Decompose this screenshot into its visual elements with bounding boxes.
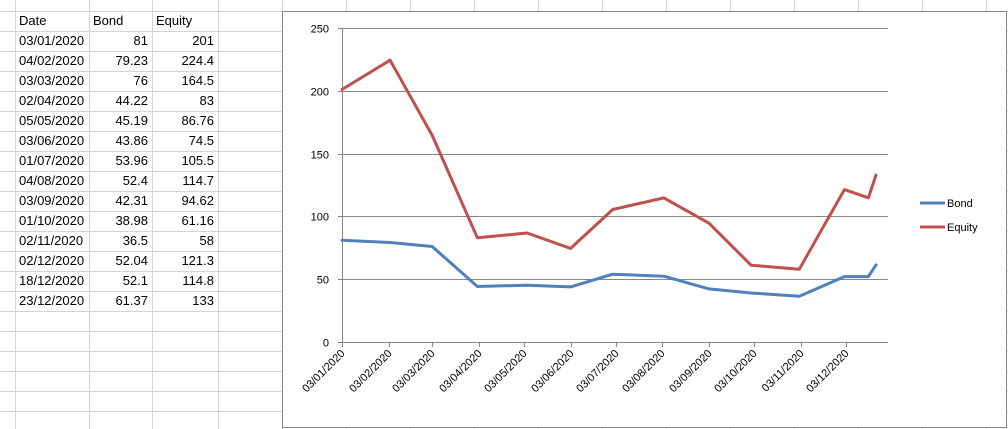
y-tick-label: 200: [311, 87, 329, 99]
y-tick-label: 150: [311, 150, 329, 162]
table-cell[interactable]: 114.7: [182, 173, 214, 188]
x-tick-label: 03/10/2020: [712, 348, 759, 395]
chart-area[interactable]: 0 50 100 150 200 250 03/01/2020 03/02/2020 03/03…: [282, 11, 1007, 428]
table-cell[interactable]: 03/06/2020: [19, 133, 85, 148]
table-cell[interactable]: 79.23: [115, 53, 148, 68]
y-tick-label: 0: [323, 338, 329, 350]
x-tick-label: 03/03/2020: [390, 348, 437, 395]
x-tick-label: 03/04/2020: [437, 348, 484, 395]
column-header[interactable]: Date: [19, 13, 47, 28]
series-line-equity: [340, 58, 878, 271]
column-header[interactable]: Equity: [156, 13, 193, 28]
x-tick-label: 03/05/2020: [482, 348, 529, 395]
table-cell[interactable]: 94.62: [181, 193, 214, 208]
legend-label-bond: Bond: [947, 198, 973, 210]
table-cell[interactable]: 18/12/2020: [19, 273, 85, 288]
table-cell[interactable]: 52.04: [115, 253, 148, 268]
table-cell[interactable]: 53.96: [115, 153, 148, 168]
table-cell[interactable]: 02/11/2020: [19, 233, 84, 248]
table-cell[interactable]: 43.86: [115, 133, 148, 148]
table-cell[interactable]: 04/02/2020: [19, 53, 85, 68]
table-cell[interactable]: 03/03/2020: [19, 73, 85, 88]
x-tick-label: 03/01/2020: [300, 348, 347, 395]
x-tick-label: 03/08/2020: [620, 348, 667, 395]
x-tick-label: 03/09/2020: [667, 348, 714, 395]
x-tick-label: 03/12/2020: [804, 348, 851, 395]
table-cell[interactable]: 02/04/2020: [19, 93, 85, 108]
table-cell[interactable]: 224.4: [181, 53, 214, 68]
table-cell[interactable]: 38.98: [115, 213, 148, 228]
table-cell[interactable]: 83: [199, 93, 214, 108]
table-cell[interactable]: 02/12/2020: [19, 253, 85, 268]
table-cell[interactable]: 86.76: [181, 113, 214, 128]
x-tick-label: 03/02/2020: [347, 348, 394, 395]
table-cell[interactable]: 42.31: [115, 193, 148, 208]
table-cell[interactable]: 76: [133, 73, 148, 88]
table-cell[interactable]: 52.1: [122, 273, 148, 288]
table-cell[interactable]: 04/08/2020: [19, 173, 85, 188]
table-cell[interactable]: 23/12/2020: [19, 293, 85, 308]
y-tick-label: 50: [317, 275, 329, 287]
x-tick-label: 03/06/2020: [529, 348, 576, 395]
x-tick-label: 03/11/2020: [760, 348, 807, 395]
table-cell[interactable]: 164.5: [181, 73, 214, 88]
series-line-bond: [340, 238, 878, 298]
table-cell[interactable]: 114.8: [182, 273, 214, 288]
table-cell[interactable]: 52.4: [122, 173, 148, 188]
table-cell[interactable]: 201: [192, 33, 214, 48]
column-header[interactable]: Bond: [93, 13, 124, 28]
table-cell[interactable]: 121.3: [181, 253, 214, 268]
table-cell[interactable]: 44.22: [115, 93, 148, 108]
table-cell[interactable]: 61.37: [115, 293, 148, 308]
table-cell[interactable]: 45.19: [115, 113, 148, 128]
y-tick-label: 250: [311, 24, 329, 36]
line-chart: 0 50 100 150 200 250 03/01/2020 03/02/202003/03…: [300, 24, 978, 396]
table-cell[interactable]: 36.5: [122, 233, 148, 248]
legend-label-equity: Equity: [947, 222, 978, 234]
table-cell[interactable]: 105.5: [181, 153, 214, 168]
table-cell[interactable]: 03/09/2020: [19, 193, 85, 208]
table-cell[interactable]: 74.5: [188, 133, 214, 148]
table-cell[interactable]: 05/05/2020: [19, 113, 85, 128]
table-cell[interactable]: 03/01/2020: [19, 33, 85, 48]
x-tick-label: 03/07/2020: [574, 348, 621, 395]
y-tick-label: 100: [311, 212, 329, 224]
table-cell[interactable]: 81: [133, 33, 148, 48]
table-cell[interactable]: 01/10/2020: [19, 213, 85, 228]
table-cell[interactable]: 61.16: [181, 213, 214, 228]
table-cell[interactable]: 133: [192, 293, 214, 308]
table-cell[interactable]: 01/07/2020: [19, 153, 85, 168]
table-cell[interactable]: 58: [199, 233, 214, 248]
